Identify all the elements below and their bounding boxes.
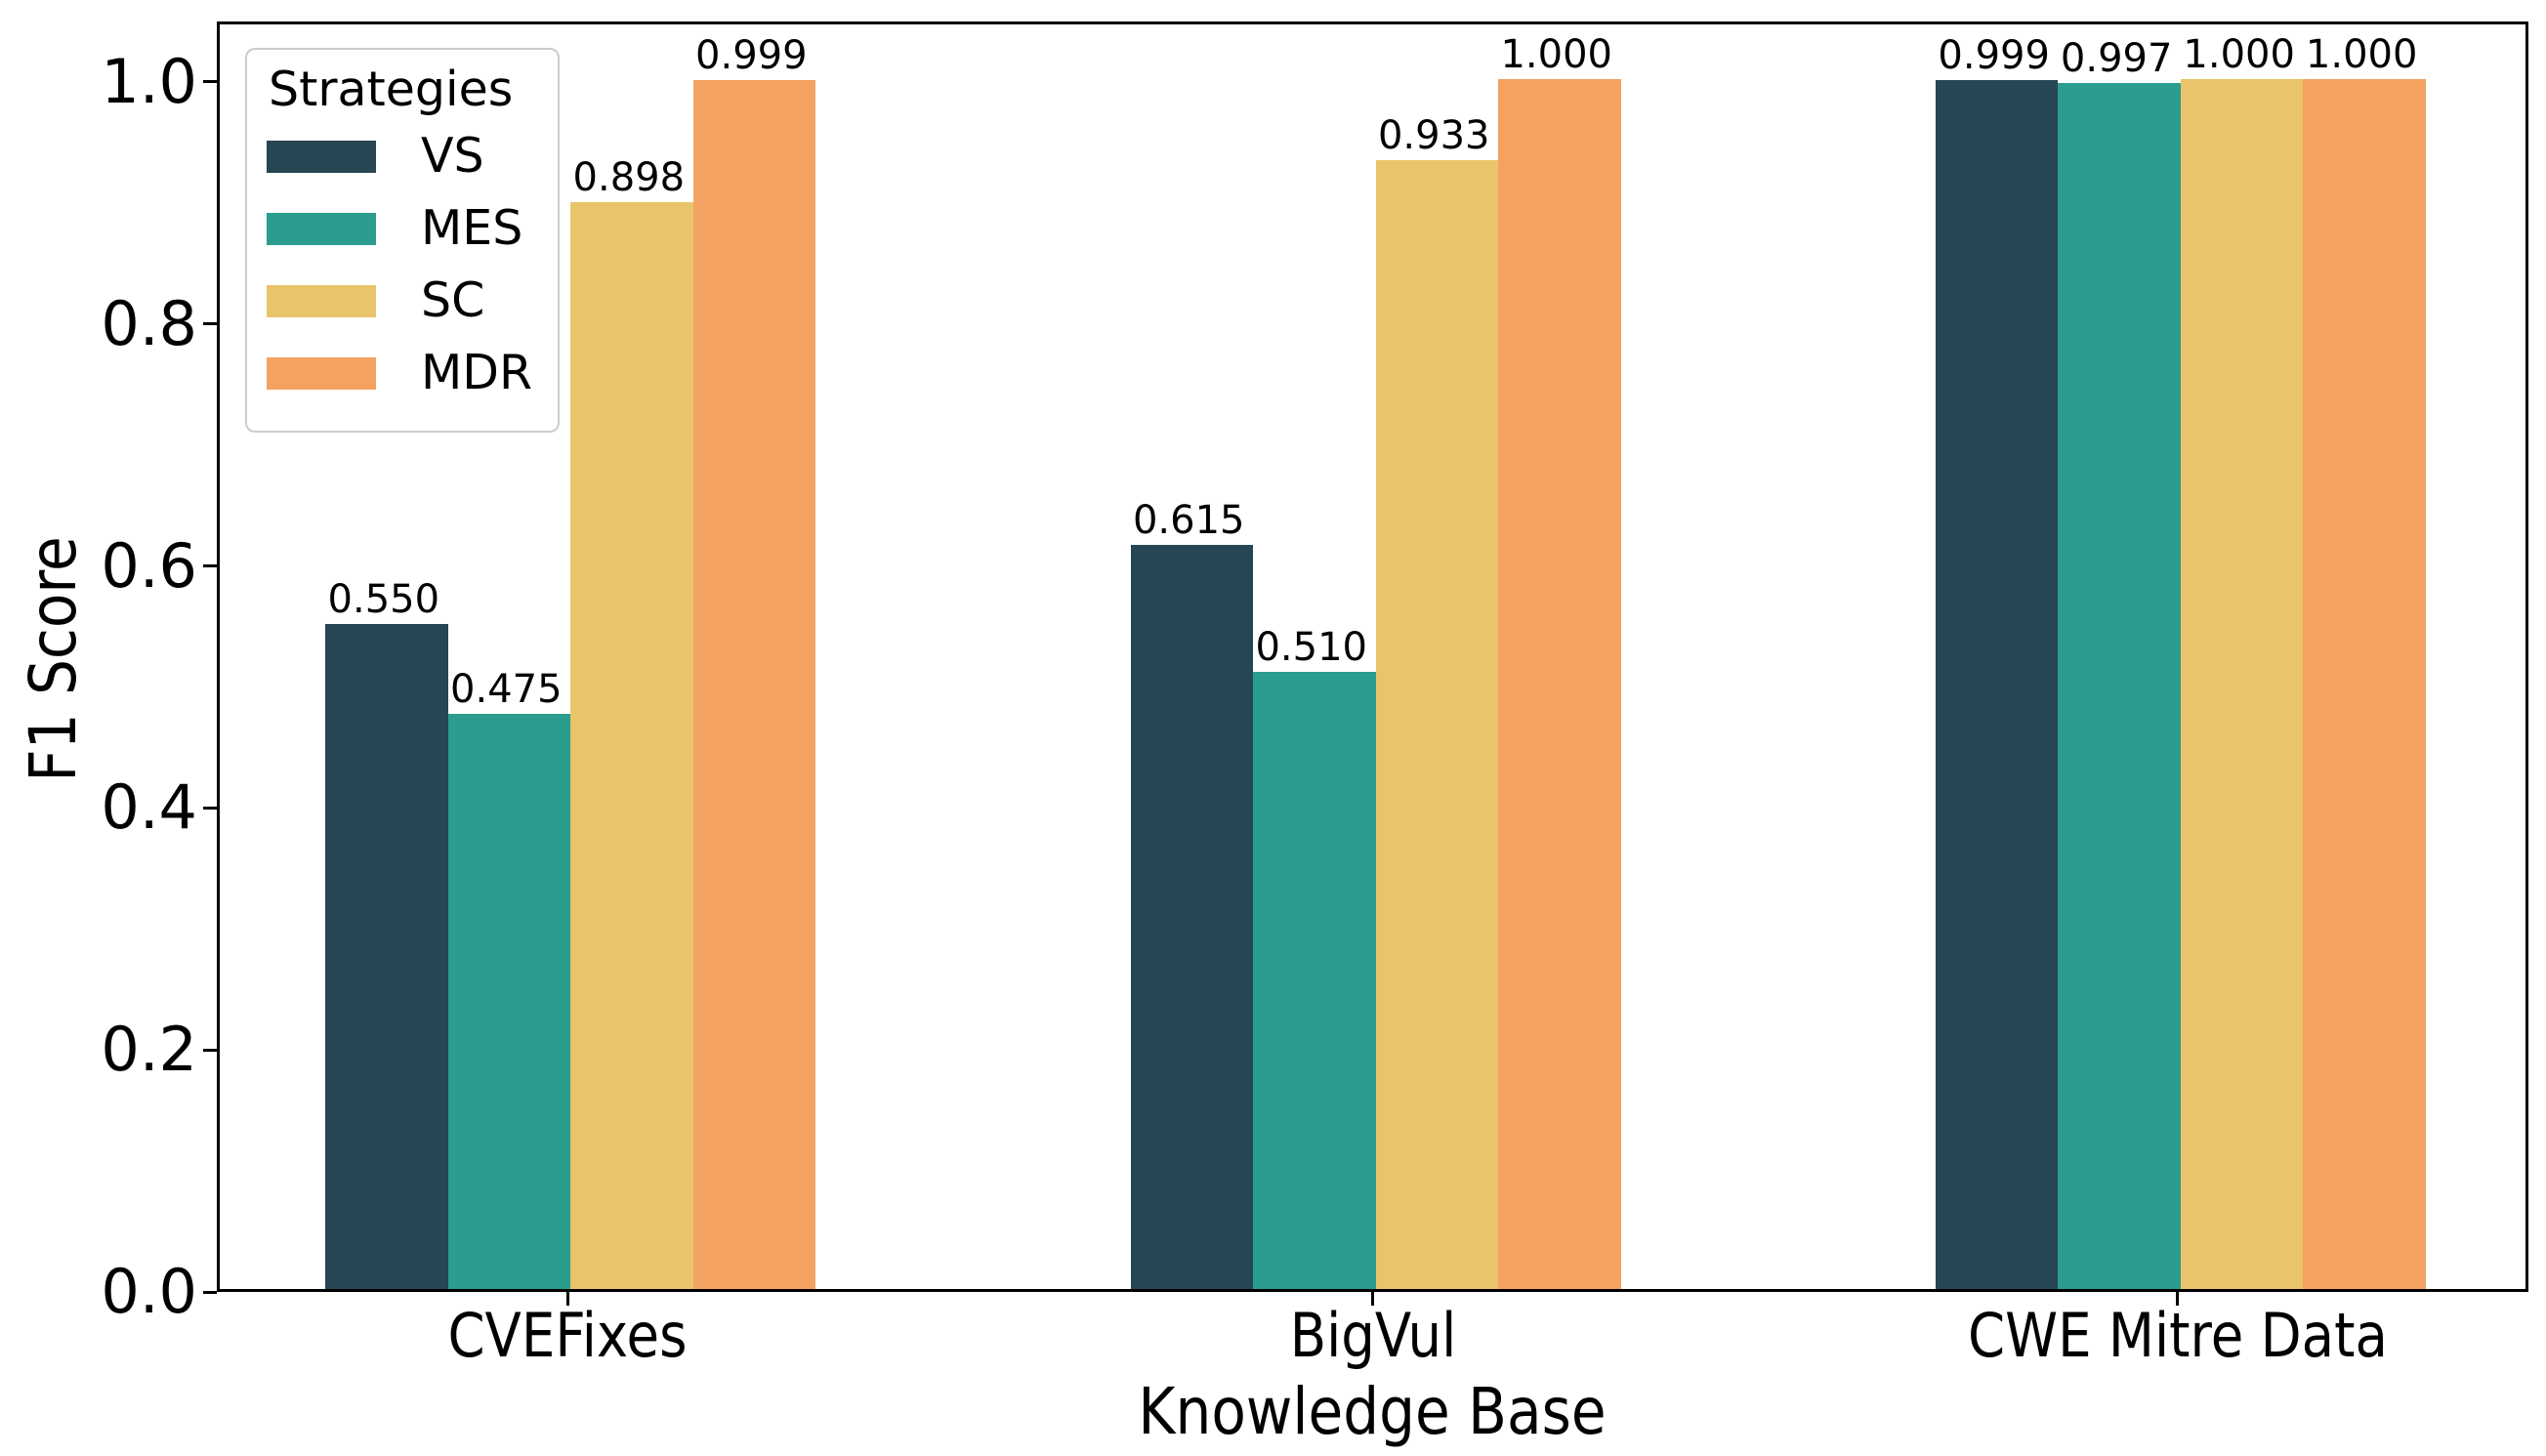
legend-entry-MDR: MDR [267, 337, 540, 409]
y-tick-mark [203, 322, 217, 326]
legend-swatch-MES [267, 212, 376, 245]
x-tick-mark [2176, 1292, 2180, 1306]
y-tick-mark [203, 806, 217, 810]
legend-label: SC [421, 272, 485, 328]
y-tick-mark [203, 564, 217, 568]
legend-swatch-SC [267, 284, 376, 317]
legend-swatch-VS [267, 140, 376, 173]
x-tick-mark [565, 1292, 569, 1306]
legend-entry-VS: VS [267, 120, 540, 192]
bar-CVEFixes-MDR [692, 80, 816, 1289]
legend-entries: VS MES SC MDR [267, 120, 540, 409]
legend-entry-SC: SC [267, 265, 540, 337]
legend-label: MDR [421, 345, 533, 400]
y-axis-label: F1 Score [16, 536, 91, 782]
bar-BigVul-VS [1130, 545, 1253, 1289]
bar-CWE-Mitre-Data-SC [2180, 78, 2304, 1289]
x-category-label: CWE Mitre Data [1967, 1300, 2388, 1371]
bar-BigVul-MDR [1498, 78, 1621, 1289]
y-tick-mark [203, 80, 217, 84]
bar-CVEFixes-SC [570, 202, 693, 1289]
legend-label: MES [421, 200, 523, 256]
bar-CWE-Mitre-Data-VS [1935, 80, 2059, 1289]
y-tick-label: 0.6 [101, 529, 197, 602]
x-axis-label: Knowledge Base [1138, 1374, 1607, 1449]
x-category-label: CVEFixes [447, 1300, 688, 1371]
x-category-label: BigVul [1289, 1300, 1456, 1371]
bar-BigVul-MES [1253, 672, 1376, 1289]
y-tick-label: 0.8 [101, 287, 197, 359]
y-tick-label: 0.2 [101, 1014, 197, 1086]
y-tick-label: 1.0 [101, 45, 197, 117]
legend: Strategies VS MES SC MDR [245, 48, 560, 433]
legend-title: Strategies [269, 62, 514, 117]
plot-area: Strategies VS MES SC MDR [217, 21, 2528, 1292]
y-tick-label: 0.0 [101, 1256, 197, 1327]
bar-BigVul-SC [1375, 159, 1498, 1289]
y-tick-mark [203, 1290, 217, 1294]
bar-CWE-Mitre-Data-MES [2058, 82, 2181, 1289]
y-tick-mark [203, 1048, 217, 1052]
bar-CVEFixes-MES [447, 714, 571, 1289]
bar-CVEFixes-VS [325, 623, 448, 1289]
y-tick-label: 0.4 [101, 771, 197, 844]
legend-label: VS [421, 128, 484, 184]
legend-swatch-MDR [267, 356, 376, 390]
bar-CWE-Mitre-Data-MDR [2303, 78, 2426, 1289]
legend-entry-MES: MES [267, 192, 540, 265]
x-tick-mark [1371, 1292, 1374, 1306]
